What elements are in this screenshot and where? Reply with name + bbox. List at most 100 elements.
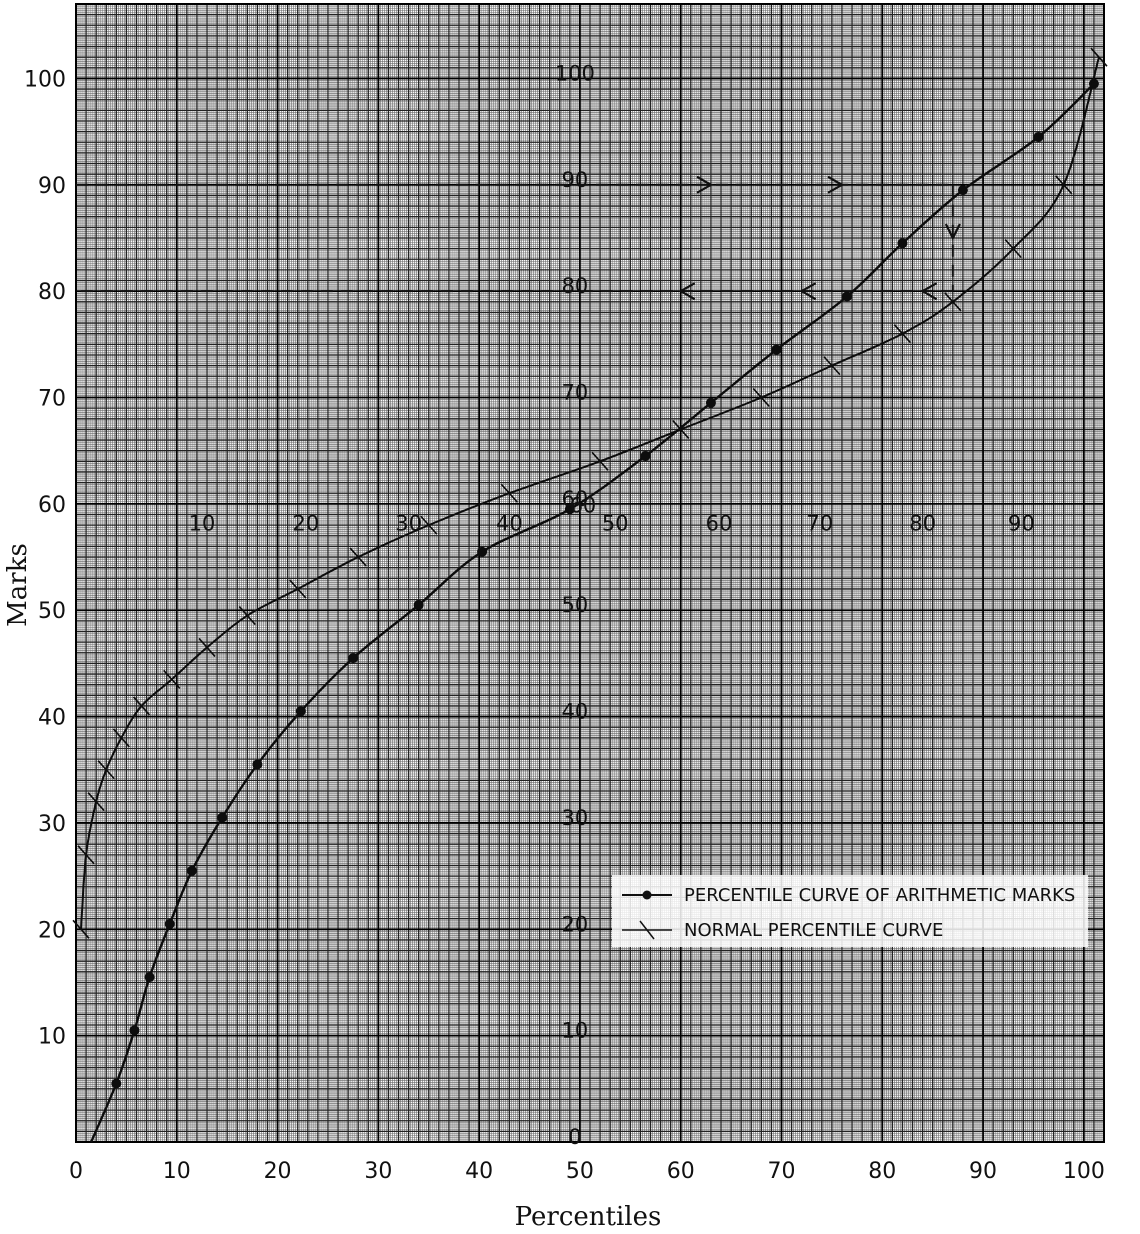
inner-x-label: 30	[395, 511, 422, 535]
inner-y-label: 60	[562, 487, 589, 511]
inner-x-label: 50	[602, 511, 629, 535]
y-tick-label: 30	[38, 812, 66, 837]
y-tick-label: 80	[38, 280, 66, 305]
point-arithmetic	[640, 451, 651, 462]
inner-x-label: 40	[496, 511, 523, 535]
inner-x-label: 70	[806, 511, 833, 535]
guide-arrow-down	[944, 223, 961, 241]
y-tick-label: 40	[38, 706, 66, 731]
point-normal	[289, 579, 307, 599]
x-tick-label: 0	[69, 1159, 83, 1184]
point-normal	[893, 324, 912, 344]
point-arithmetic	[217, 812, 228, 823]
point-normal	[238, 606, 256, 626]
inner-y-label: 30	[562, 806, 589, 830]
legend-label-normal: NORMAL PERCENTILE CURVE	[684, 920, 943, 941]
point-arithmetic	[295, 706, 306, 717]
point-normal	[420, 515, 438, 535]
point-normal	[87, 792, 105, 812]
y-axis-title: Marks	[3, 543, 33, 627]
point-normal	[132, 696, 151, 716]
x-tick-label: 10	[163, 1159, 191, 1184]
x-tick-label: 70	[767, 1159, 795, 1184]
point-normal	[349, 547, 367, 567]
point-arithmetic	[348, 653, 359, 664]
guide-arrow-left-3	[678, 282, 696, 301]
point-arithmetic	[1033, 131, 1044, 142]
inner-y-label: 20	[562, 912, 589, 936]
inner-y-label: 10	[562, 1019, 589, 1043]
y-tick-label: 100	[24, 67, 66, 92]
point-normal	[1004, 239, 1022, 259]
y-tick-label: 60	[38, 493, 66, 518]
x-tick-labels: 0 10 20 30 40 50 60 70 80 90 100	[69, 1159, 1105, 1184]
point-arithmetic	[957, 185, 968, 196]
x-tick-label: 20	[264, 1159, 292, 1184]
point-normal	[163, 669, 181, 689]
inner-x-label: 80	[909, 511, 936, 535]
inner-y-label: 50	[562, 593, 589, 617]
inner-y-label: 0	[568, 1125, 581, 1149]
x-tick-label: 40	[465, 1159, 493, 1184]
inner-y-label: 80	[562, 274, 589, 298]
graph-paper-grid	[75, 3, 1105, 1143]
legend-marker-cross	[639, 920, 655, 940]
guide-arrow-right-2	[827, 175, 845, 194]
x-tick-label: 100	[1063, 1159, 1105, 1184]
point-normal	[72, 919, 90, 939]
inner-scale-labels: 10 20 30 40 50 60 70 80 900102030405060708090100…	[189, 61, 1035, 1149]
point-arithmetic	[413, 599, 424, 610]
guide-arrow-right-1	[696, 175, 714, 194]
point-arithmetic	[111, 1078, 122, 1089]
x-tick-label: 90	[969, 1159, 997, 1184]
y-tick-label: 50	[38, 599, 66, 624]
y-tick-label: 70	[38, 387, 66, 412]
point-arithmetic	[164, 918, 175, 929]
point-normal	[591, 451, 609, 471]
point-normal	[823, 356, 841, 376]
legend-box	[612, 875, 1088, 947]
inner-x-label: 20	[292, 511, 319, 535]
point-arithmetic	[771, 344, 782, 355]
series-line-1	[80, 56, 1100, 930]
point-normal	[752, 387, 770, 408]
point-normal	[672, 419, 690, 439]
series-line-0	[90, 82, 1095, 1143]
point-normal	[500, 483, 518, 503]
guide-arrow-left-2	[799, 282, 817, 301]
point-arithmetic	[129, 1025, 140, 1036]
point-normal	[1090, 47, 1108, 67]
y-tick-labels: 10 20 30 40 50 60 70 80 90 100	[24, 67, 66, 1049]
inner-x-label: 90	[1008, 511, 1035, 535]
legend: PERCENTILE CURVE OF ARITHMETIC MARKS NOR…	[612, 875, 1088, 947]
inner-y-label: 40	[562, 700, 589, 724]
point-arithmetic	[186, 865, 197, 876]
point-normal	[97, 760, 115, 780]
inner-y-label: 90	[562, 168, 589, 192]
grid-major	[76, 3, 1105, 1142]
plot-frame	[75, 3, 1105, 1143]
point-normal	[944, 292, 962, 312]
inner-y-label: 100	[555, 61, 595, 85]
point-arithmetic	[705, 397, 716, 408]
point-arithmetic	[842, 291, 852, 302]
legend-marker-dot	[642, 890, 652, 900]
point-normal	[198, 637, 216, 657]
point-arithmetic	[252, 759, 263, 770]
point-arithmetic	[564, 504, 575, 515]
x-tick-label: 30	[364, 1159, 392, 1184]
point-normal	[112, 728, 130, 748]
legend-label-arithmetic: PERCENTILE CURVE OF ARITHMETIC MARKS	[684, 885, 1075, 906]
inner-scale-note: 60	[570, 493, 597, 517]
y-tick-label: 10	[38, 1025, 66, 1050]
inner-x-label: 10	[189, 511, 216, 535]
point-normal	[1055, 175, 1073, 195]
guide-arrow-left-1	[920, 282, 938, 301]
x-tick-label: 50	[566, 1159, 594, 1184]
point-normal	[77, 845, 95, 865]
inner-y-label: 70	[562, 381, 589, 405]
y-tick-label: 20	[38, 918, 66, 943]
x-axis-title: Percentiles	[515, 1202, 662, 1232]
x-tick-label: 60	[667, 1159, 695, 1184]
